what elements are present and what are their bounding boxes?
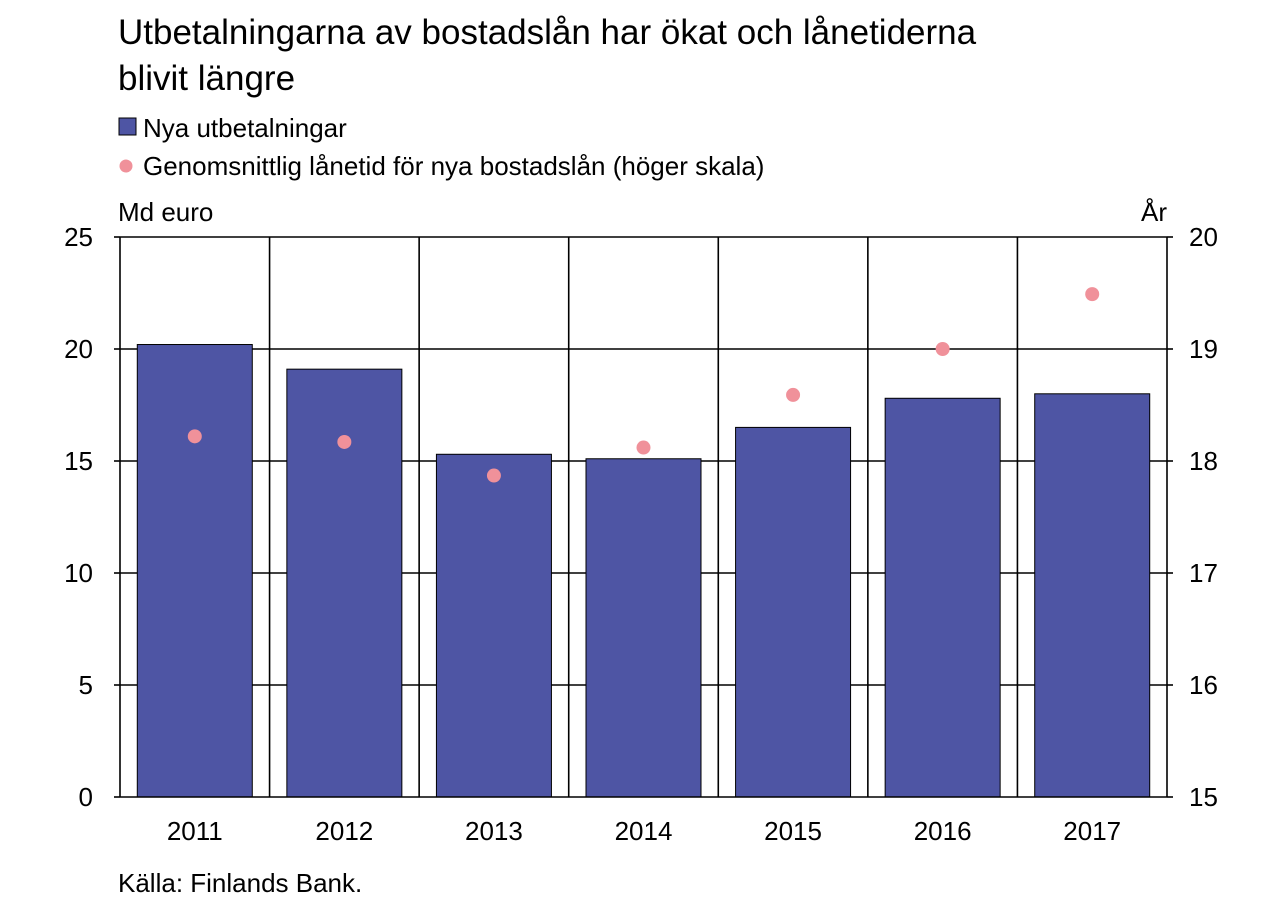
left-tick-label: 20 — [64, 334, 93, 364]
x-tick-label: 2013 — [465, 816, 523, 846]
right-axis-unit: År — [1141, 197, 1167, 227]
bar-2013 — [435, 453, 552, 798]
point-2015 — [786, 387, 801, 402]
chart-title-line-2: blivit längre — [118, 59, 295, 98]
x-tick-label: 2011 — [167, 816, 223, 846]
right-tick-label: 20 — [1189, 222, 1218, 252]
x-tick-label: 2017 — [1063, 816, 1121, 846]
right-tick-label: 18 — [1189, 446, 1218, 476]
legend-swatch-bars — [118, 117, 137, 136]
point-2014 — [636, 440, 651, 455]
x-tick-label: 2012 — [315, 816, 373, 846]
left-tick-label: 10 — [64, 558, 93, 588]
bar-series — [136, 344, 1151, 798]
point-2016 — [935, 342, 950, 356]
bar-2017 — [1034, 393, 1151, 798]
chart-title-line-1: Utbetalningarna av bostadslån har ökat o… — [118, 13, 977, 52]
dot-series — [187, 287, 1100, 483]
x-tick-label: 2016 — [914, 816, 972, 846]
left-tick-label: 0 — [79, 782, 93, 812]
x-axis-ticks: 2011 2012 2013 2014 2015 2016 2017 — [167, 816, 1121, 846]
point-2011 — [187, 429, 202, 444]
left-tick-label: 15 — [64, 446, 93, 476]
x-tick-label: 2015 — [764, 816, 822, 846]
legend-label-dots: Genomsnittlig lånetid för nya bostadslån… — [143, 151, 764, 181]
point-2013 — [486, 468, 501, 483]
left-axis-unit: Md euro — [118, 197, 213, 227]
right-tick-label: 17 — [1189, 558, 1218, 588]
point-2017 — [1085, 287, 1100, 302]
bar-2011 — [136, 344, 253, 798]
x-tick-label: 2014 — [615, 816, 673, 846]
bar-2014 — [585, 458, 702, 798]
right-axis-ticks: 15 16 17 18 19 20 — [1167, 222, 1218, 812]
bar-2015 — [735, 426, 852, 798]
plot-frame — [119, 236, 1168, 798]
right-tick-label: 16 — [1189, 670, 1218, 700]
left-axis-ticks: 0 5 10 15 20 25 — [64, 222, 120, 812]
left-tick-label: 5 — [79, 670, 93, 700]
legend-swatch-dots — [119, 159, 133, 173]
right-tick-label: 19 — [1189, 334, 1218, 364]
point-2012 — [337, 434, 352, 449]
bar-2012 — [286, 368, 403, 798]
left-tick-label: 25 — [64, 222, 93, 252]
right-tick-label: 15 — [1189, 782, 1218, 812]
legend-label-bars: Nya utbetalningar — [143, 113, 347, 143]
source-note: Källa: Finlands Bank. — [118, 868, 362, 898]
bar-2016 — [884, 397, 1001, 798]
